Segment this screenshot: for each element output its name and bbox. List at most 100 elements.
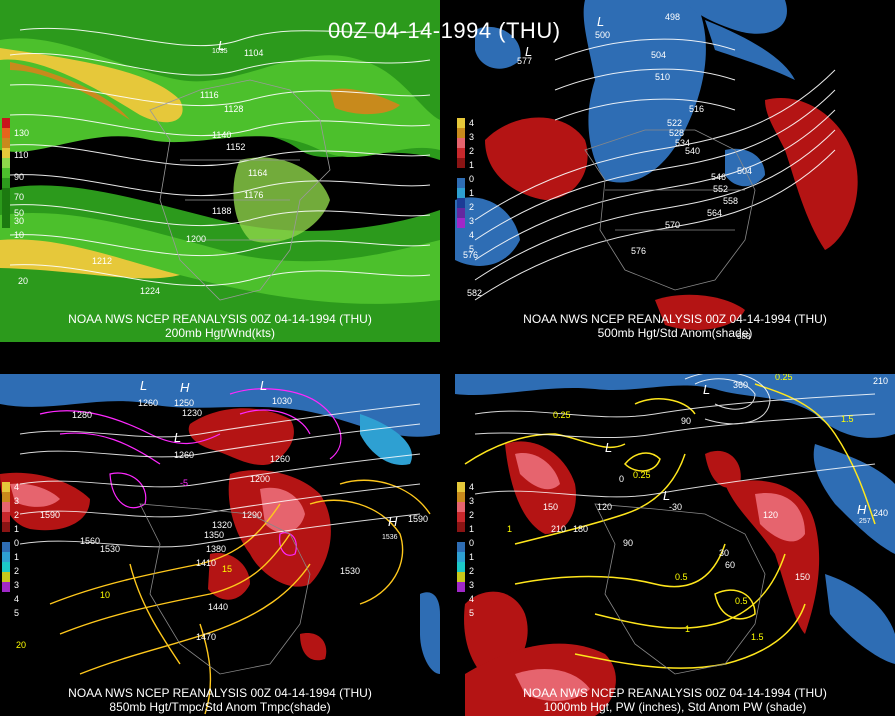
contour-label: 1164 (248, 168, 268, 178)
contour-label: 1380 (206, 544, 227, 554)
legend-label: 1 (14, 552, 20, 562)
contour-label: 150 (795, 572, 811, 582)
anomaly-legend: 4 3 2 1 0 1 2 3 4 5 (457, 118, 474, 254)
contour-label: 20 (18, 276, 29, 286)
contour-label: 360 (733, 380, 749, 390)
contour-label: 534 (675, 138, 691, 148)
legend-label: 1 (469, 188, 475, 198)
legend-label: 1 (469, 524, 475, 534)
caption-source: NOAA NWS NCEP REANALYSIS 00Z 04-14-1994 … (523, 686, 827, 700)
contour-label: 522 (667, 118, 683, 128)
high-marker: H (388, 514, 398, 529)
low-marker: L (703, 382, 711, 397)
contour-label: 540 (685, 146, 701, 156)
contour-label: 1212 (92, 256, 113, 266)
legend-label: 2 (14, 566, 20, 576)
caption-field: 200mb Hgt/Wnd(kts) (164, 326, 276, 340)
contour-label: 500 (595, 30, 611, 40)
contour-label: 516 (689, 104, 705, 114)
legend-label: 2 (469, 146, 475, 156)
contour-label: 1116 (200, 90, 219, 100)
contour-label: 0.5 (675, 572, 688, 582)
panel-1000mb-pw: 4 3 2 1 0 1 2 3 4 5 L L L H 0.25 0.25 0.… (455, 374, 895, 716)
contour-label: 1260 (138, 398, 159, 408)
contour-label: 582 (467, 288, 483, 298)
caption-field: 500mb Hgt/Std Anom(shade) (597, 326, 753, 340)
contour-label: 1230 (182, 408, 203, 418)
anomaly-shading-map (455, 0, 895, 342)
contour-label: 1530 (100, 544, 121, 554)
legend-label: 3 (14, 580, 20, 590)
contour-label: 1224 (140, 286, 161, 296)
precipitable-water-map (455, 374, 895, 716)
legend-label: 3 (469, 496, 475, 506)
anomaly-legend: 4 3 2 1 0 1 2 3 4 5 (2, 482, 19, 618)
contour-label: 0.5 (735, 596, 748, 606)
contour-label: 528 (669, 128, 685, 138)
temperature-anomaly-map (0, 374, 440, 716)
high-marker: H (857, 502, 867, 517)
panel-200mb: 130 110 90 70 50 30 10 L 1035 1104 1116 … (0, 0, 440, 342)
contour-label: 0.25 (633, 470, 651, 480)
legend-label: 3 (469, 132, 475, 142)
contour-label: 1104 (244, 48, 264, 58)
contour-label: 564 (707, 208, 723, 218)
contour-label: 1470 (196, 632, 217, 642)
contour-label: 1250 (174, 398, 195, 408)
legend-label: 0 (469, 174, 475, 184)
legend-label: 4 (469, 594, 475, 604)
high-marker: H (180, 380, 190, 395)
contour-label: 150 (543, 502, 559, 512)
legend-label: 4 (14, 594, 20, 604)
contour-label: 576 (631, 246, 647, 256)
contour-label: 1410 (196, 558, 217, 568)
contour-label: 558 (723, 196, 739, 206)
panel-850mb: 4 3 2 1 0 1 2 3 4 5 L H L L H 1280 1260 … (0, 374, 440, 716)
legend-label: 50 (14, 208, 25, 218)
legend-label: 2 (14, 510, 20, 520)
contour-label: 1200 (186, 234, 207, 244)
contour-label: 570 (665, 220, 681, 230)
contour-label: 1176 (244, 190, 264, 200)
contour-label: 257 (859, 518, 871, 525)
contour-label: 1320 (212, 520, 233, 530)
contour-label: 210 (551, 524, 567, 534)
contour-label: 90 (623, 538, 634, 548)
legend-label: 4 (469, 230, 475, 240)
legend-label: 5 (14, 608, 20, 618)
contour-label: 1188 (212, 206, 232, 216)
contour-label: 120 (763, 510, 779, 520)
legend-label: 2 (469, 566, 475, 576)
contour-label: 60 (725, 560, 736, 570)
caption-source: NOAA NWS NCEP REANALYSIS 00Z 04-14-1994 … (68, 686, 372, 700)
legend-label: 30 (14, 216, 25, 226)
pw-anomaly-legend: 4 3 2 1 0 1 2 3 4 5 (457, 482, 474, 618)
contour-label: 1140 (212, 130, 232, 140)
legend-label: 3 (469, 580, 475, 590)
contour-label: 1 (685, 624, 691, 634)
legend-label: 4 (469, 482, 475, 492)
low-marker: L (140, 378, 148, 393)
low-marker: L (597, 14, 605, 29)
caption-field: 850mb Hgt/Tmpc/Std Anom Tmpc(shade) (109, 700, 331, 714)
contour-label: 180 (573, 524, 589, 534)
contour-label: 1152 (226, 142, 246, 152)
contour-label: 1530 (340, 566, 361, 576)
contour-label: 0.25 (553, 410, 571, 420)
low-marker: L (174, 430, 182, 445)
contour-label: 1260 (270, 454, 291, 464)
legend-label: 1 (14, 524, 20, 534)
contour-label: 120 (597, 502, 613, 512)
contour-label: -30 (669, 502, 683, 512)
contour-label: 15 (222, 564, 233, 574)
legend-label: 2 (469, 510, 475, 520)
contour-label: 1590 (40, 510, 61, 520)
contour-label: 1 (507, 524, 513, 534)
contour-label: 1200 (250, 474, 271, 484)
legend-label: 3 (14, 496, 20, 506)
legend-label: 5 (469, 608, 475, 618)
contour-label: 210 (873, 376, 889, 386)
contour-label: 588 (737, 332, 751, 341)
contour-label: 1350 (204, 530, 225, 540)
contour-label: 90 (681, 416, 692, 426)
